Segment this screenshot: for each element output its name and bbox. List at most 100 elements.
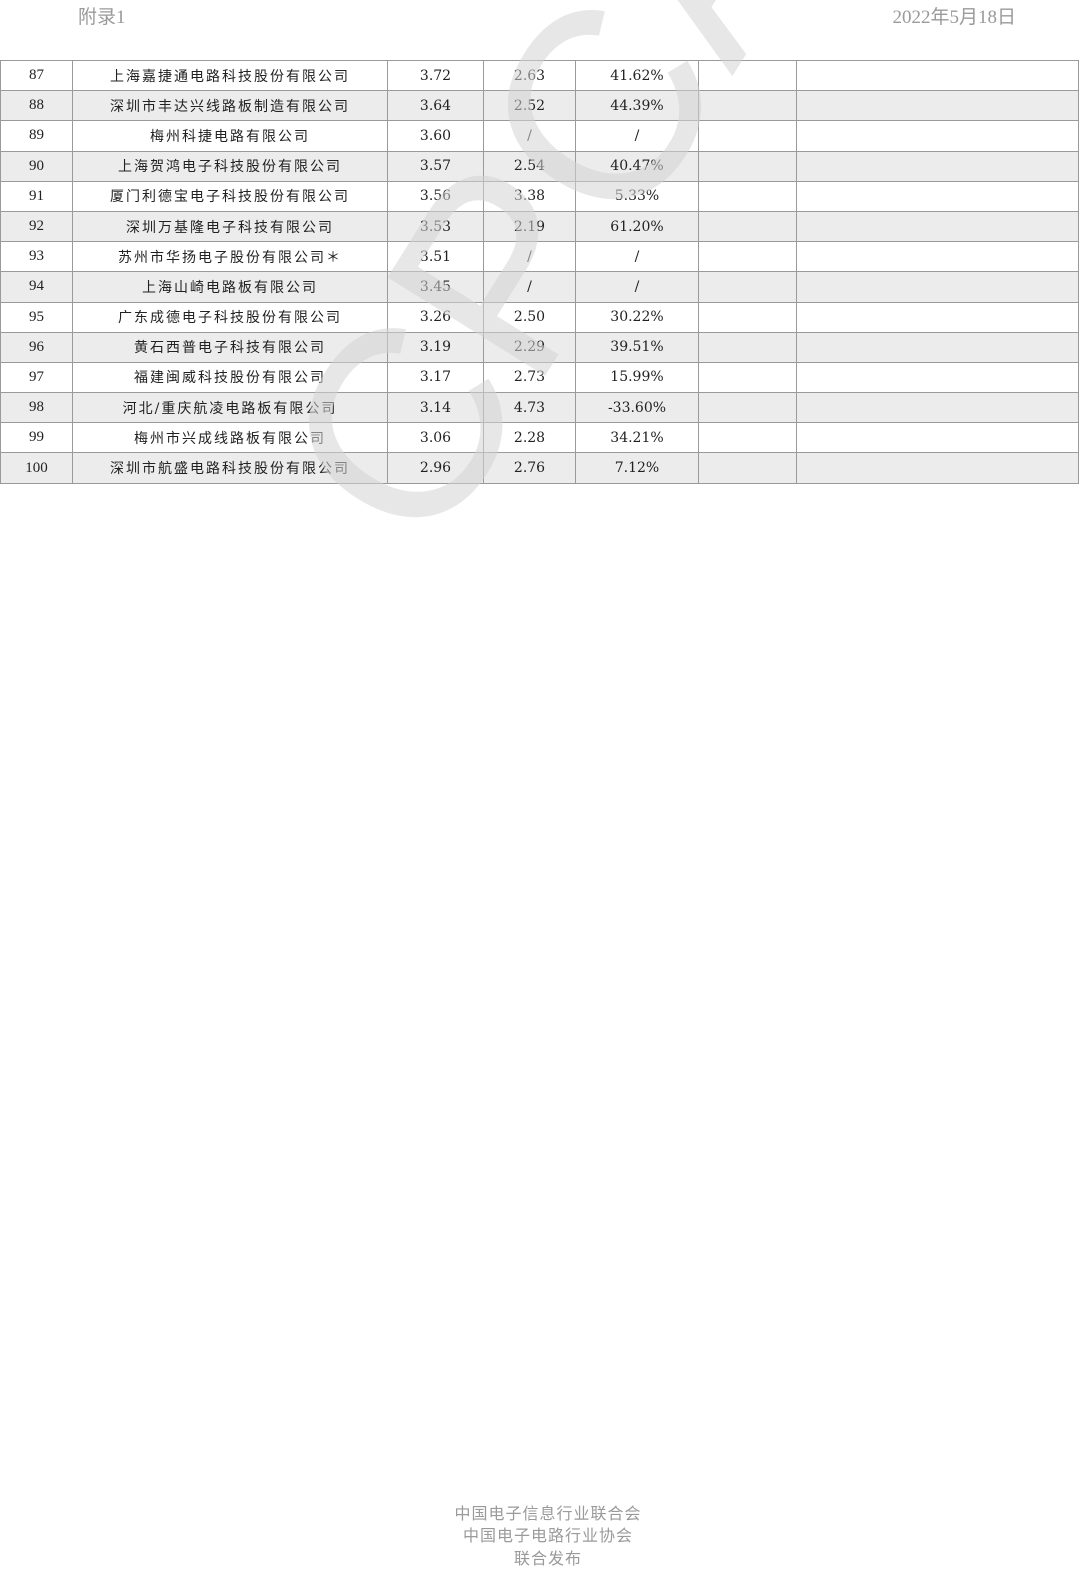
value-2020-cell: 2.76	[483, 452, 576, 484]
table-row: 91 厦门利德宝电子科技股份有限公司 3.56 3.38 5.33%	[0, 180, 1079, 212]
table-row: 87 上海嘉捷通电路科技股份有限公司 3.72 2.63 41.62%	[0, 59, 1079, 92]
value-2021-cell: 3.57	[387, 150, 484, 182]
footer-line-2: 中国电子电路行业协会	[462, 1526, 633, 1545]
table-row: 89 梅州科捷电路有限公司 3.60//	[0, 120, 1079, 152]
rank-cell: 100	[0, 452, 73, 484]
value-2021-cell: 3.14	[387, 392, 484, 424]
extra-cell	[698, 180, 797, 212]
table-row: 96 黄石西普电子科技有限公司 3.19 2.29 39.51%	[0, 331, 1079, 363]
growth-cell: /	[575, 241, 699, 273]
growth-cell: 15.99%	[575, 361, 699, 394]
extra-cell	[796, 392, 1079, 424]
extra-cell	[796, 331, 1079, 363]
growth-cell: /	[575, 271, 699, 303]
value-2020-cell: 2.50	[483, 301, 576, 333]
extra-cell	[698, 59, 797, 92]
company-cell: 厦门利德宝电子科技股份有限公司	[72, 180, 388, 212]
value-2020-cell: 2.63	[483, 59, 576, 92]
appendix-label: 附录1	[78, 7, 126, 28]
company-cell: 深圳万基隆电子科技有限公司	[72, 210, 388, 243]
extra-cell	[698, 452, 797, 484]
company-cell: 苏州市华扬电子股份有限公司＊	[72, 241, 388, 273]
rank-cell: 91	[0, 180, 73, 212]
growth-cell: /	[575, 120, 699, 152]
extra-cell	[796, 59, 1079, 92]
extra-cell	[796, 422, 1079, 454]
extra-cell	[796, 301, 1079, 333]
value-2020-cell: 2.52	[483, 90, 576, 122]
rank-cell: 89	[0, 120, 73, 152]
date-label: 2022年5月18日	[892, 7, 1016, 28]
extra-cell	[796, 120, 1079, 152]
value-2021-cell: 3.51	[387, 241, 484, 273]
company-cell: 梅州市兴成线路板有限公司	[72, 422, 388, 454]
company-cell: 福建闽威科技股份有限公司	[72, 361, 388, 394]
extra-cell	[796, 180, 1079, 212]
table-row: 88 深圳市丰达兴线路板制造有限公司 3.64 2.52 44.39%	[0, 90, 1079, 122]
value-2021-cell: 3.60	[387, 120, 484, 152]
extra-cell	[698, 422, 797, 454]
rank-cell: 95	[0, 301, 73, 333]
extra-cell	[796, 241, 1079, 273]
ranking-table: 87 上海嘉捷通电路科技股份有限公司 3.72 2.63 41.62% 88 深圳市丰达兴线…	[0, 59, 1079, 484]
extra-cell	[698, 331, 797, 363]
rank-cell: 88	[0, 90, 73, 122]
value-2021-cell: 3.64	[387, 90, 484, 122]
growth-cell: 40.47%	[575, 150, 699, 182]
company-cell: 广东成德电子科技股份有限公司	[72, 301, 388, 333]
footer-line-1: 中国电子信息行业联合会	[454, 1504, 642, 1523]
extra-cell	[796, 210, 1079, 243]
value-2020-cell: /	[483, 241, 576, 273]
value-2021-cell: 3.19	[387, 331, 484, 363]
value-2021-cell: 3.72	[387, 59, 484, 92]
growth-cell: 7.12%	[575, 452, 699, 484]
extra-cell	[698, 392, 797, 424]
value-2021-cell: 3.56	[387, 180, 484, 212]
company-cell: 上海贺鸿电子科技股份有限公司	[72, 150, 388, 182]
table-row: 92 深圳万基隆电子科技有限公司 3.53 2.19 61.20%	[0, 210, 1079, 243]
company-cell: 黄石西普电子科技有限公司	[72, 331, 388, 363]
value-2020-cell: 2.54	[483, 150, 576, 182]
rank-cell: 93	[0, 241, 73, 273]
rank-cell: 96	[0, 331, 73, 363]
value-2020-cell: 3.38	[483, 180, 576, 212]
growth-cell: 5.33%	[575, 180, 699, 212]
extra-cell	[796, 150, 1079, 182]
extra-cell	[796, 271, 1079, 303]
table-row: 100 深圳市航盛电路科技股份有限公司 2.96 2.76 7.12%	[0, 452, 1079, 484]
rank-cell: 94	[0, 271, 73, 303]
value-2021-cell: 3.26	[387, 301, 484, 333]
value-2020-cell: /	[483, 120, 576, 152]
growth-cell: 30.22%	[575, 301, 699, 333]
table-row: 95 广东成德电子科技股份有限公司 3.26 2.50 30.22%	[0, 301, 1079, 333]
extra-cell	[698, 301, 797, 333]
table-row: 98 河北/重庆航凌电路板有限公司 3.14 4.73 -33.60%	[0, 392, 1079, 424]
growth-cell: 39.51%	[575, 331, 699, 363]
extra-cell	[698, 150, 797, 182]
rank-cell: 99	[0, 422, 73, 454]
company-cell: 上海山崎电路板有限公司	[72, 271, 388, 303]
value-2021-cell: 3.17	[387, 361, 484, 394]
value-2020-cell: /	[483, 271, 576, 303]
growth-cell: 61.20%	[575, 210, 699, 243]
extra-cell	[698, 90, 797, 122]
company-cell: 深圳市丰达兴线路板制造有限公司	[72, 90, 388, 122]
rank-cell: 97	[0, 361, 73, 394]
value-2020-cell: 2.28	[483, 422, 576, 454]
value-2021-cell: 2.96	[387, 452, 484, 484]
growth-cell: 34.21%	[575, 422, 699, 454]
company-cell: 深圳市航盛电路科技股份有限公司	[72, 452, 388, 484]
rank-cell: 92	[0, 210, 73, 243]
rank-cell: 90	[0, 150, 73, 182]
value-2021-cell: 3.06	[387, 422, 484, 454]
extra-cell	[796, 90, 1079, 122]
rank-cell: 98	[0, 392, 73, 424]
growth-cell: -33.60%	[575, 392, 699, 424]
extra-cell	[698, 271, 797, 303]
value-2021-cell: 3.45	[387, 271, 484, 303]
extra-cell	[698, 120, 797, 152]
table-row: 94 上海山崎电路板有限公司 3.45//	[0, 271, 1079, 303]
table-row: 99 梅州市兴成线路板有限公司 3.06 2.28 34.21%	[0, 422, 1079, 454]
company-cell: 梅州科捷电路有限公司	[72, 120, 388, 152]
company-cell: 河北/重庆航凌电路板有限公司	[72, 392, 388, 424]
